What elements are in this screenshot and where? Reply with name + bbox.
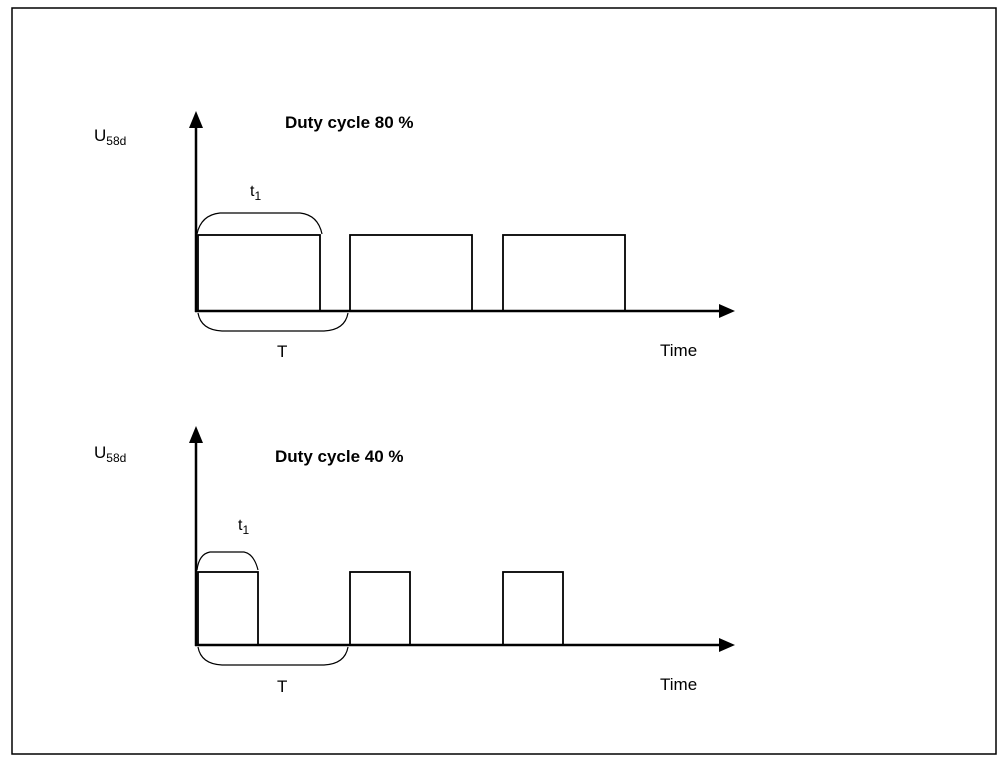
x-axis-arrow-icon xyxy=(719,638,735,652)
y-axis-arrow-icon xyxy=(189,426,203,443)
period-brace xyxy=(197,646,349,666)
period-brace xyxy=(197,312,349,332)
pulse-width-label: t1 xyxy=(238,517,249,537)
y-axis-label: U58d xyxy=(94,126,126,148)
diagram-title: Duty cycle 40 % xyxy=(275,447,404,466)
x-axis-label: Time xyxy=(660,341,697,360)
y-axis-label: U58d xyxy=(94,443,126,465)
pulse-1 xyxy=(197,571,259,646)
diagram-duty-80: U58d Duty cycle 80 % t1 T Time xyxy=(94,111,735,361)
pulse-2 xyxy=(349,234,473,312)
diagram-title: Duty cycle 80 % xyxy=(285,113,414,132)
period-label: T xyxy=(277,677,287,696)
pulse-width-label: t1 xyxy=(250,183,261,203)
pulse-3 xyxy=(502,571,564,646)
pulse-width-brace xyxy=(196,212,323,235)
diagram-duty-40: U58d Duty cycle 40 % t1 T Time xyxy=(94,426,735,696)
x-axis-arrow-icon xyxy=(719,304,735,318)
period-label: T xyxy=(277,342,287,361)
y-axis-arrow-icon xyxy=(189,111,203,128)
pulse-1 xyxy=(197,234,321,312)
x-axis-label: Time xyxy=(660,675,697,694)
pulse-width-brace xyxy=(196,551,259,571)
pulse-2 xyxy=(349,571,411,646)
page-frame xyxy=(11,7,997,755)
pulse-3 xyxy=(502,234,626,312)
